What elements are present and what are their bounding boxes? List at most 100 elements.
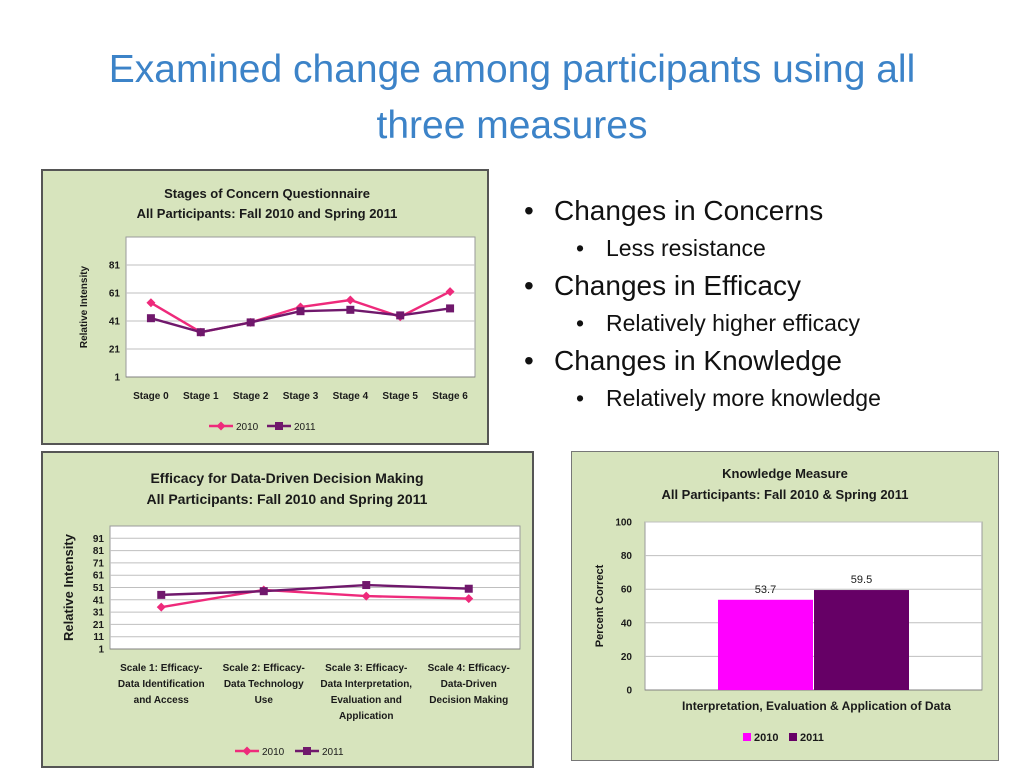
data-point-2011 [464,584,473,593]
x-tick-label: Interpretation, Evaluation & Application… [682,699,951,713]
bullet-knowledge: • Changes in Knowledge [518,342,998,380]
bullet-text: Changes in Efficacy [554,270,801,301]
data-point-2011 [346,305,355,314]
bullet-dot: • [524,345,534,376]
x-tick-label: Stage 5 [382,391,418,402]
bar-2010 [718,599,813,690]
y-tick-label: 81 [93,546,105,557]
y-axis-label: Percent Correct [594,564,606,647]
series-line-2011 [161,583,469,597]
y-tick-label: 51 [93,583,105,594]
bullet-list: • Changes in Concerns • Less resistance • C… [518,192,998,417]
legend-label-2011: 2011 [800,732,824,744]
slide-title-line-2: three measures [376,104,648,147]
series-line-2010 [161,588,469,609]
chart-subtitle: All Participants: Fall 2010 and Spring 2… [137,206,398,221]
bullet-efficacy: • Changes in Efficacy [518,267,998,305]
data-point-2011 [362,581,371,590]
y-axis-label: Relative Intensity [79,265,90,348]
data-point-2010 [345,295,355,305]
data-point-2011 [146,314,155,323]
x-tick-label: Data-Driven [441,679,497,690]
y-tick-label: 41 [109,317,121,328]
chart-subtitle: All Participants: Fall 2010 & Spring 201… [661,487,908,502]
y-tick-label: 31 [93,608,105,619]
data-point-2011 [259,587,268,596]
chart-title: Efficacy for Data-Driven Decision Making [150,470,423,486]
legend-marker-2011 [303,747,311,755]
data-point-2011 [196,328,205,337]
knowledge-chart-panel: Knowledge Measure All Participants: Fall … [571,451,999,761]
x-tick-label: Stage 6 [432,391,468,402]
bullet-dot: • [576,385,585,411]
x-tick-label: Data Identification [118,679,205,690]
bullet-dot: • [524,195,534,226]
y-tick-label: 80 [621,551,633,562]
bullet-dot: • [576,235,585,261]
data-point-2010 [445,287,455,297]
x-tick-label: Data Technology [224,679,304,690]
knowledge-chart: Knowledge Measure All Participants: Fall … [594,466,983,744]
data-point-2010 [464,594,474,604]
data-point-2011 [446,304,455,313]
legend-marker-2010 [242,746,252,756]
bullet-concerns: • Changes in Concerns [518,192,998,230]
chart-subtitle: All Participants: Fall 2010 and Spring 2… [147,491,428,507]
bullet-dot: • [576,310,585,336]
x-tick-label: Decision Making [429,695,508,706]
y-tick-label: 60 [621,585,633,596]
x-tick-label: Scale 2: Efficacy- [223,663,305,674]
legend-label-2010: 2010 [262,747,285,758]
y-tick-label: 1 [98,645,104,656]
bullet-text: Changes in Knowledge [554,345,842,376]
y-tick-label: 71 [93,558,105,569]
y-tick-label: 1 [114,373,120,384]
efficacy-chart: Efficacy for Data-Driven Decision Making… [61,470,521,758]
sub-bullet-efficacy: • Relatively higher efficacy [518,305,998,342]
y-tick-label: 41 [93,595,105,606]
x-tick-label: Use [255,695,274,706]
y-tick-label: 0 [626,686,632,697]
soc-chart-panel: Stages of Concern Questionnaire All Parti… [41,169,489,445]
plot-area [644,521,983,691]
x-tick-label: and Access [134,695,190,706]
x-tick-label: Stage 3 [283,391,319,402]
data-label-2011: 59.5 [851,574,872,586]
slide-title: Examined change among participants using… [40,42,984,154]
y-tick-label: 21 [109,345,121,356]
x-tick-label: Evaluation and [331,695,402,706]
sub-bullet-knowledge: • Relatively more knowledge [518,380,998,417]
legend-marker-2010 [216,421,226,431]
y-tick-label: 61 [93,571,105,582]
legend-label-2010: 2010 [236,422,259,433]
y-tick-label: 20 [621,652,633,663]
data-point-2011 [396,311,405,320]
bar-2011 [814,590,909,690]
y-tick-label: 40 [621,618,633,629]
x-tick-label: Scale 4: Efficacy- [428,663,510,674]
legend-swatch-2011 [789,733,797,741]
x-tick-label: Stage 2 [233,391,269,402]
sub-bullet-text: Relatively more knowledge [606,385,881,411]
y-tick-label: 11 [93,632,104,643]
data-point-2011 [296,307,305,316]
sub-bullet-text: Less resistance [606,235,766,261]
soc-chart: Stages of Concern Questionnaire All Parti… [79,186,476,433]
x-tick-label: Stage 4 [333,391,369,402]
sub-bullet-concerns: • Less resistance [518,230,998,267]
data-point-2011 [246,318,255,327]
legend-label-2010: 2010 [754,732,778,744]
data-point-2010 [156,602,166,612]
x-tick-label: Stage 1 [183,391,219,402]
chart-title: Stages of Concern Questionnaire [164,186,370,201]
y-tick-label: 100 [615,518,632,529]
chart-title: Knowledge Measure [722,466,848,481]
sub-bullet-text: Relatively higher efficacy [606,310,860,336]
bullet-dot: • [524,270,534,301]
legend-marker-2011 [275,422,283,430]
efficacy-chart-panel: Efficacy for Data-Driven Decision Making… [41,451,534,768]
x-tick-label: Stage 0 [133,391,169,402]
data-point-2010 [361,591,371,601]
y-tick-label: 61 [109,289,121,300]
x-tick-label: Application [339,711,393,722]
